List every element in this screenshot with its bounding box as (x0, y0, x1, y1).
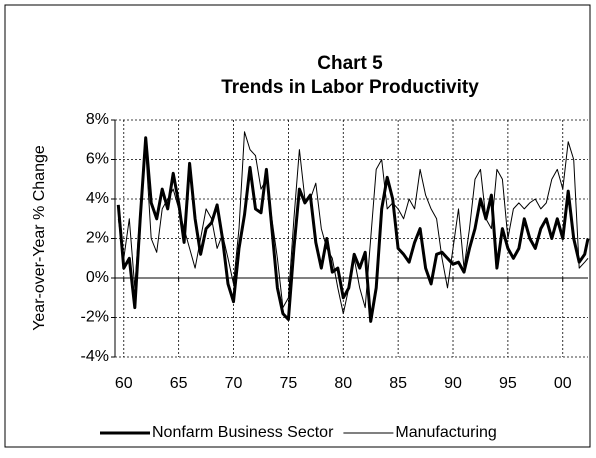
y-tick-label: 8% (86, 111, 109, 128)
x-tick-label: 90 (444, 375, 462, 392)
x-tick-label: 85 (389, 375, 407, 392)
y-axis-label: Year-over-Year % Change (31, 145, 48, 331)
y-tick-label: -4% (81, 348, 109, 365)
series-line (117, 131, 589, 315)
legend-label: Nonfarm Business Sector (152, 424, 334, 441)
x-tick-label: 60 (115, 375, 133, 392)
series-line (116, 136, 590, 323)
y-tick-label: 4% (86, 190, 109, 207)
y-tick-label: -2% (81, 309, 109, 326)
chart-border (4, 4, 591, 448)
legend-label: Manufacturing (395, 424, 496, 441)
chart-subtitle: Trends in Labor Productivity (221, 77, 479, 98)
x-tick-label: 75 (279, 375, 297, 392)
x-tick-label: 00 (554, 375, 572, 392)
y-tick-label: 6% (86, 151, 109, 168)
y-tick-label: 2% (86, 230, 109, 247)
x-tick-label: 65 (170, 375, 188, 392)
chart-title: Chart 5 (317, 53, 383, 74)
x-tick-label: 70 (225, 375, 243, 392)
x-tick-label: 80 (334, 375, 352, 392)
x-tick-label: 95 (499, 375, 517, 392)
y-tick-label: 0% (86, 269, 109, 286)
